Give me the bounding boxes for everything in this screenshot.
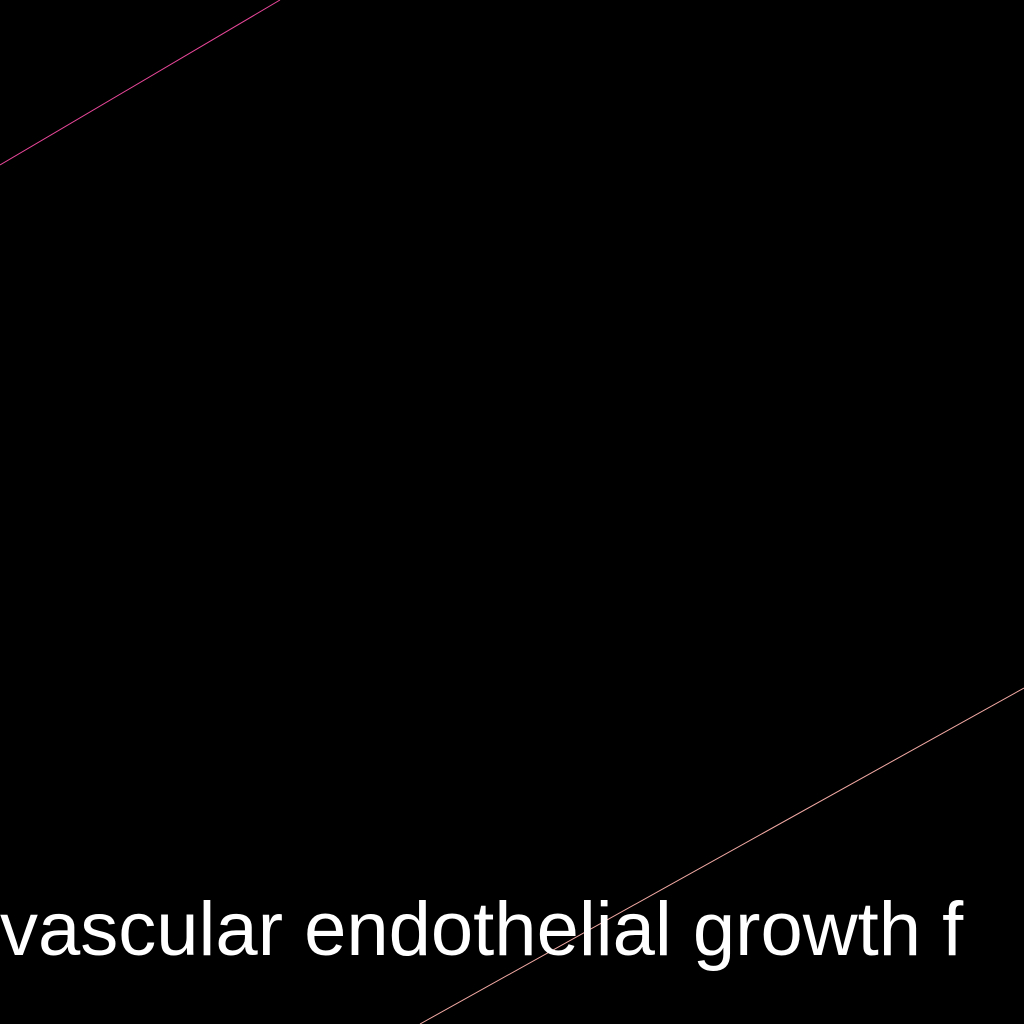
connector-line-bottom [419,687,1024,1024]
caption-label: vascular endothelial growth f [0,887,964,972]
connector-line-top [0,0,281,166]
